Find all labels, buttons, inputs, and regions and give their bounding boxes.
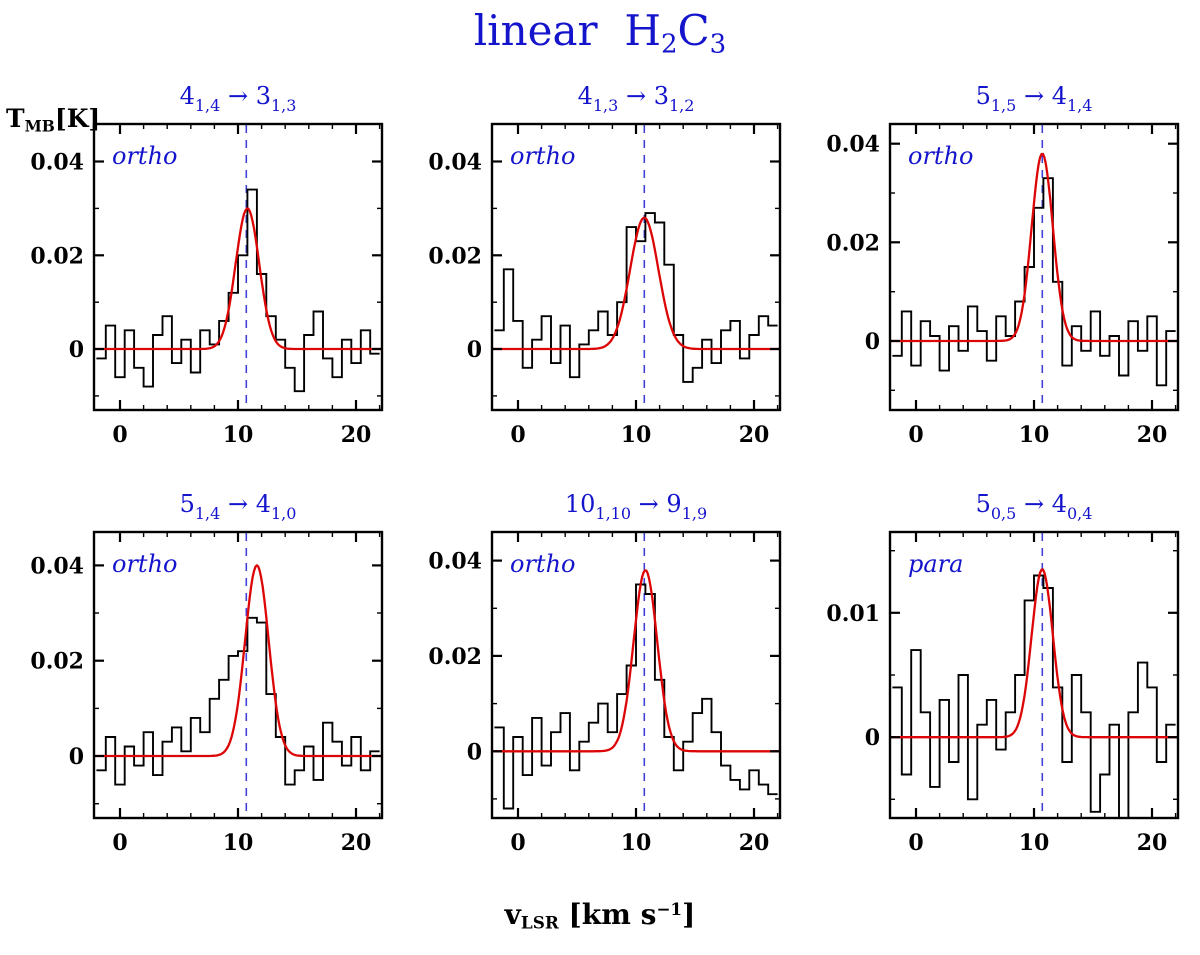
x-tick-label: 20 xyxy=(1137,830,1168,856)
text-segment: [km s xyxy=(558,898,657,931)
y-tick-label: 0 xyxy=(467,337,482,363)
x-tick-label: 0 xyxy=(908,422,923,448)
x-tick-label: 10 xyxy=(1019,422,1050,448)
spectrum-histogram xyxy=(96,188,380,393)
y-tick-label: 0.02 xyxy=(428,644,482,670)
state-label: ortho xyxy=(908,142,973,170)
x-tick-label: 10 xyxy=(1019,830,1050,856)
gaussian-fit-curve xyxy=(95,207,381,351)
text-segment: [K] xyxy=(54,104,101,133)
gaussian-fit-curve xyxy=(891,152,1177,343)
y-tick-label: 0.02 xyxy=(30,649,84,675)
transition-title: 51,5 → 41,4 xyxy=(976,82,1093,115)
state-label: ortho xyxy=(510,550,575,578)
spectrum-histogram xyxy=(96,616,380,786)
gaussian-fit-curve xyxy=(493,568,779,753)
text-segment: v xyxy=(504,898,521,931)
x-tick-label: 10 xyxy=(223,422,254,448)
spectrum-panel: 0 10 20 0 0.02 0.04 101,10 → 91,9 ortho xyxy=(428,490,782,856)
text-segment: C xyxy=(677,6,710,55)
text-segment: ] xyxy=(682,898,696,931)
y-tick-label: 0.04 xyxy=(826,132,880,158)
transition-title: 50,5 → 40,4 xyxy=(976,490,1093,523)
text-segment: −1 xyxy=(656,898,683,919)
x-tick-label: 10 xyxy=(621,422,652,448)
text-segment: linear H xyxy=(473,6,661,55)
y-tick-label: 0.04 xyxy=(428,549,482,575)
x-tick-label: 0 xyxy=(112,422,127,448)
transition-title: 51,4 → 41,0 xyxy=(180,490,297,523)
x-tick-label: 20 xyxy=(341,422,372,448)
x-tick-label: 0 xyxy=(112,830,127,856)
gaussian-fit-curve xyxy=(95,563,381,758)
y-tick-label: 0.02 xyxy=(428,243,482,269)
state-label: ortho xyxy=(510,142,575,170)
state-label: para xyxy=(908,550,963,578)
y-tick-label: 0.02 xyxy=(826,230,880,256)
state-label: ortho xyxy=(112,550,177,578)
x-tick-label: 20 xyxy=(1137,422,1168,448)
state-label: ortho xyxy=(112,142,177,170)
y-tick-label: 0.02 xyxy=(30,243,84,269)
y-tick-label: 0 xyxy=(467,739,482,765)
x-tick-label: 20 xyxy=(341,830,372,856)
transition-title: 41,3 → 31,2 xyxy=(578,82,695,115)
y-tick-label: 0.04 xyxy=(428,150,482,176)
y-tick-label: 0.04 xyxy=(30,553,84,579)
y-tick-label: 0 xyxy=(69,744,84,770)
y-tick-label: 0 xyxy=(865,329,880,355)
figure-title: linear H2C3 xyxy=(0,6,1200,59)
panels-grid: 0 10 20 0 0.02 0.04 41,4 → 31,3 ortho 0 10 20 0 0.02… xyxy=(0,76,1200,888)
x-tick-label: 10 xyxy=(621,830,652,856)
y-tick-label: 0.04 xyxy=(30,150,84,176)
spectrum-panel: 0 10 20 0 0.01 50,5 → 40,4 para xyxy=(826,490,1180,856)
y-tick-label: 0.01 xyxy=(826,601,880,627)
text-segment: LSR xyxy=(520,912,559,933)
text-segment: 2 xyxy=(660,29,678,60)
x-tick-label: 0 xyxy=(908,830,923,856)
y-axis-label: TMB[K] xyxy=(6,104,100,135)
text-segment: 3 xyxy=(709,29,727,60)
transition-title: 41,4 → 31,3 xyxy=(180,82,297,115)
gaussian-fit-curve xyxy=(493,216,779,351)
x-axis-label: vLSR [km s−1] xyxy=(0,898,1200,933)
x-tick-label: 20 xyxy=(739,422,770,448)
x-tick-label: 0 xyxy=(510,830,525,856)
y-tick-label: 0 xyxy=(865,725,880,751)
x-tick-label: 10 xyxy=(223,830,254,856)
text-segment: MB xyxy=(24,116,55,136)
y-tick-label: 0 xyxy=(69,337,84,363)
x-tick-label: 20 xyxy=(739,830,770,856)
spectrum-histogram xyxy=(892,177,1176,387)
transition-title: 101,10 → 91,9 xyxy=(565,490,707,523)
x-tick-label: 0 xyxy=(510,422,525,448)
text-segment: T xyxy=(6,104,25,133)
gaussian-fit-curve xyxy=(891,568,1177,739)
